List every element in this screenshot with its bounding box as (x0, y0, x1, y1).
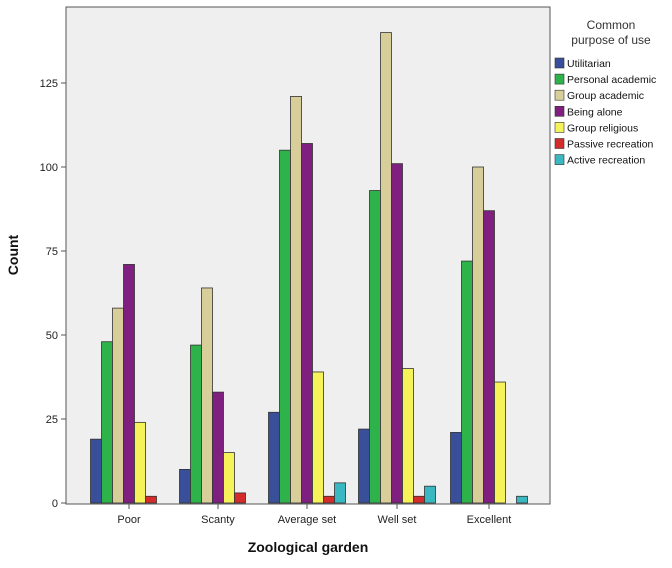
y-tick-label: 75 (46, 246, 58, 258)
x-axis: Poor Scanty Average set Well set Excellent (117, 504, 511, 526)
bar (101, 341, 113, 504)
bar (190, 344, 202, 504)
legend-title-line-2: purpose of use (571, 33, 651, 47)
legend-label: Group religious (567, 122, 638, 134)
bar (268, 411, 280, 504)
legend-title-line-1: Common (587, 18, 636, 32)
legend-swatch (554, 73, 565, 85)
legend: Common purpose of use Utilitarian Persona… (554, 18, 656, 167)
bar (145, 495, 157, 504)
bar (112, 307, 124, 504)
x-tick-label: Excellent (467, 514, 512, 526)
bar (380, 32, 392, 504)
bars-layer (90, 32, 528, 504)
legend-label: Utilitarian (567, 58, 611, 70)
bar (413, 495, 425, 504)
x-tick-label: Poor (117, 514, 141, 526)
y-tick-label: 100 (40, 162, 58, 174)
bar (334, 482, 346, 504)
bar (450, 432, 462, 504)
legend-items: Utilitarian Personal academic Group academ… (554, 57, 656, 167)
legend-label: Passive recreation (567, 139, 654, 151)
y-tick-label: 0 (52, 498, 58, 510)
bar (301, 143, 313, 504)
bar (323, 495, 335, 504)
bar (358, 428, 370, 504)
y-tick-label: 125 (40, 78, 58, 90)
bar (461, 260, 473, 504)
x-axis-title: Zoological garden (248, 539, 369, 555)
legend-swatch (554, 154, 565, 165)
bar (90, 438, 102, 504)
bar (424, 485, 436, 504)
legend-swatch (554, 89, 565, 101)
bar (483, 210, 495, 504)
bar (391, 163, 403, 504)
legend-swatch (554, 122, 565, 133)
legend-label: Personal academic (567, 74, 656, 86)
x-tick-label: Well set (378, 514, 417, 526)
bar (494, 381, 506, 504)
legend-label: Group academic (567, 90, 644, 102)
bar (472, 166, 484, 504)
bar (369, 190, 381, 504)
bar (134, 421, 146, 504)
y-tick-label: 25 (46, 414, 58, 426)
x-tick-label: Average set (278, 514, 337, 526)
y-axis: 0 25 50 75 100 125 (40, 78, 66, 510)
y-tick-label: 50 (46, 330, 58, 342)
legend-swatch (554, 138, 565, 149)
x-tick-label: Scanty (201, 514, 235, 526)
y-axis-title: Count (5, 234, 21, 275)
bar (212, 391, 224, 504)
legend-label: Active recreation (567, 155, 645, 167)
bar (516, 495, 528, 504)
legend-swatch (554, 106, 565, 117)
bar (234, 492, 246, 504)
bar (279, 149, 291, 504)
bar (290, 96, 302, 504)
bar (312, 371, 324, 504)
bar (402, 368, 414, 504)
bar (223, 452, 235, 504)
bar (123, 264, 135, 504)
legend-label: Being alone (567, 106, 623, 118)
bar (201, 287, 213, 504)
legend-swatch (554, 57, 565, 69)
bar (179, 468, 191, 504)
